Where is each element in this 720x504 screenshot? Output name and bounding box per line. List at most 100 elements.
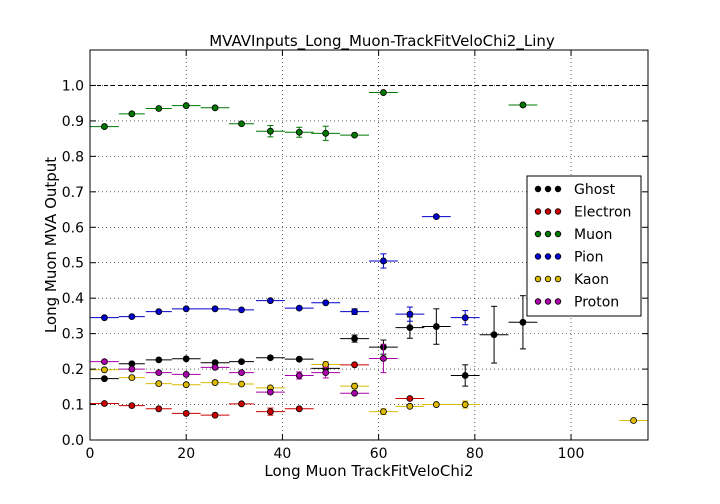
legend-item-muon: Muon bbox=[534, 227, 612, 243]
x-tick-label: 60 bbox=[370, 446, 388, 462]
marker bbox=[238, 306, 245, 314]
legend-marker bbox=[534, 275, 542, 283]
data-point bbox=[200, 363, 230, 371]
data-point bbox=[450, 364, 480, 387]
data-point bbox=[145, 380, 172, 388]
marker bbox=[266, 297, 274, 305]
marker bbox=[128, 374, 136, 382]
legend-label: Muon bbox=[574, 227, 612, 243]
data-point bbox=[450, 310, 480, 326]
marker bbox=[380, 257, 387, 265]
marker bbox=[406, 395, 414, 402]
legend-marker bbox=[534, 185, 542, 193]
y-tick-label: 0.5 bbox=[62, 256, 84, 272]
marker bbox=[238, 358, 245, 366]
marker bbox=[351, 335, 358, 343]
data-point bbox=[340, 334, 369, 343]
x-tick-label: 80 bbox=[466, 446, 484, 462]
data-point bbox=[90, 358, 119, 366]
data-point bbox=[421, 401, 451, 408]
data-point bbox=[284, 355, 314, 363]
legend-marker bbox=[554, 208, 562, 215]
legend-label: Ghost bbox=[574, 182, 616, 198]
marker bbox=[266, 408, 274, 416]
marker bbox=[155, 380, 163, 388]
marker bbox=[101, 400, 108, 407]
x-tick-label: 20 bbox=[177, 446, 195, 462]
marker bbox=[238, 120, 245, 128]
data-point bbox=[284, 126, 314, 138]
marker bbox=[155, 405, 163, 413]
legend-marker bbox=[544, 253, 552, 260]
marker bbox=[182, 305, 190, 313]
marker bbox=[211, 411, 219, 419]
marker bbox=[461, 314, 469, 322]
axis-ticks: 0 20 40 60 80 100 0.0 0.1 0.2 0.3 0.4 0.5 0.6 0.7 0.8 0… bbox=[62, 50, 648, 462]
marker bbox=[380, 355, 387, 362]
marker bbox=[238, 369, 245, 377]
x-tick-label: 0 bbox=[86, 446, 95, 462]
marker bbox=[351, 361, 358, 369]
marker bbox=[295, 372, 303, 379]
x-axis-label: Long Muon TrackFitVeloChi2 bbox=[264, 462, 473, 480]
data-point bbox=[508, 295, 538, 350]
marker bbox=[128, 110, 136, 118]
marker bbox=[238, 380, 245, 388]
marker bbox=[211, 363, 219, 371]
legend-label: Kaon bbox=[574, 272, 609, 288]
data-point bbox=[90, 375, 119, 383]
marker bbox=[101, 375, 108, 383]
legend-marker bbox=[554, 185, 562, 193]
y-tick-label: 0.6 bbox=[62, 220, 84, 236]
data-point bbox=[395, 402, 425, 410]
legend-item-electron: Electron bbox=[534, 205, 631, 221]
legend-label: Proton bbox=[574, 295, 619, 311]
marker bbox=[432, 401, 440, 408]
legend-marker bbox=[554, 230, 562, 238]
y-tick-label: 0.9 bbox=[62, 114, 84, 130]
marker bbox=[266, 354, 274, 362]
data-point bbox=[229, 120, 255, 128]
data-point bbox=[200, 104, 230, 112]
data-point bbox=[90, 366, 119, 374]
data-point bbox=[340, 389, 369, 397]
marker bbox=[295, 304, 303, 312]
data-point bbox=[479, 305, 509, 364]
marker bbox=[182, 102, 190, 110]
data-point bbox=[311, 299, 341, 307]
data-point bbox=[145, 405, 172, 413]
marker bbox=[101, 366, 108, 374]
series-electron bbox=[90, 361, 425, 419]
marker bbox=[211, 379, 219, 386]
data-point bbox=[340, 361, 369, 369]
data-point bbox=[255, 354, 285, 362]
marker bbox=[266, 388, 274, 396]
legend-marker bbox=[544, 298, 552, 305]
marker bbox=[322, 129, 330, 137]
legend-label: Electron bbox=[574, 205, 631, 221]
data-point bbox=[369, 343, 398, 374]
marker bbox=[182, 410, 190, 417]
data-point bbox=[200, 359, 230, 367]
marker bbox=[155, 356, 163, 364]
data-point bbox=[255, 297, 285, 305]
marker bbox=[101, 358, 108, 366]
data-point bbox=[450, 400, 480, 409]
marker bbox=[182, 381, 190, 389]
chart-title: MVAVInputs_Long_Muon-TrackFitVeloChi2_Li… bbox=[209, 32, 555, 51]
marker bbox=[461, 401, 469, 408]
y-tick-label: 0.3 bbox=[62, 327, 84, 343]
data-point bbox=[255, 125, 285, 138]
data-point bbox=[255, 388, 285, 396]
y-tick-label: 0.4 bbox=[62, 291, 84, 307]
marker bbox=[380, 408, 387, 416]
legend-marker bbox=[554, 275, 562, 283]
marker bbox=[406, 402, 414, 410]
marker bbox=[406, 310, 414, 318]
data-point bbox=[229, 358, 255, 366]
marker bbox=[432, 213, 440, 221]
marker bbox=[322, 361, 330, 368]
marker bbox=[101, 314, 108, 322]
data-point bbox=[90, 314, 119, 322]
x-tick-label: 40 bbox=[273, 446, 291, 462]
